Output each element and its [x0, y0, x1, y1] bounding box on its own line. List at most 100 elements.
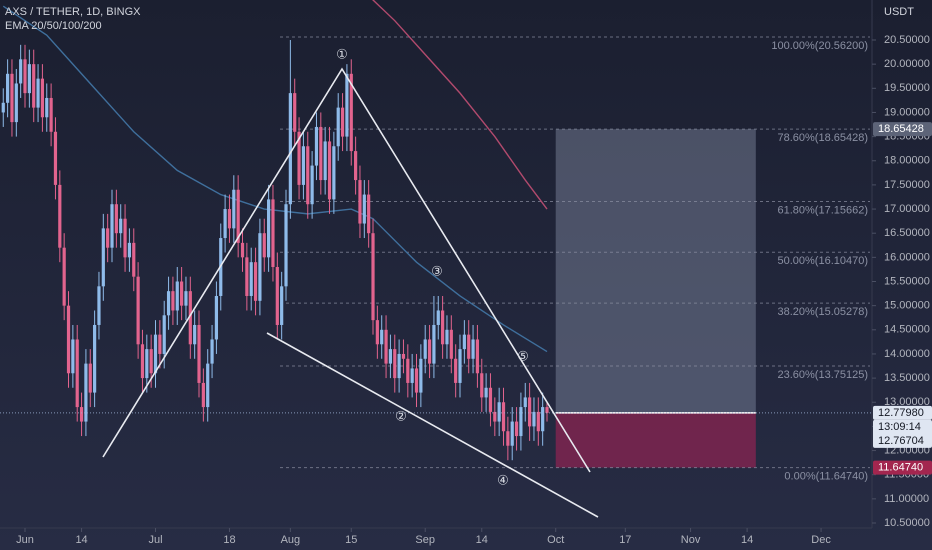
candle-body: [214, 295, 219, 340]
candle-body: [458, 349, 462, 383]
y-tick-label: 14.50000: [884, 324, 930, 336]
candle-body: [514, 421, 519, 437]
fib-label: 61.80%(17.15662): [777, 204, 868, 216]
candle-body: [345, 73, 349, 137]
trend-line: [102, 67, 591, 473]
candle-body: [267, 199, 271, 258]
fib-label: 23.60%(13.75125): [777, 369, 868, 381]
x-tick-label: Sep: [415, 534, 435, 546]
candle-body: [414, 368, 419, 393]
candle-body: [145, 349, 149, 379]
candle-body: [258, 233, 262, 301]
fib-label: 78.60%(18.65428): [777, 132, 868, 144]
x-tick-label: 14: [741, 534, 753, 546]
candle-body: [488, 387, 493, 412]
candle-body: [6, 73, 10, 103]
candle-body: [14, 83, 18, 123]
candle-body: [88, 363, 92, 393]
candle-body: [340, 107, 345, 137]
candle-body: [79, 407, 84, 422]
candle-body: [132, 242, 136, 277]
candle-body: [497, 402, 501, 422]
candle-body: [119, 218, 123, 234]
candle-body: [284, 204, 288, 287]
candle-body: [84, 363, 88, 422]
x-tick-label: Jul: [148, 534, 162, 546]
candle-body: [136, 276, 140, 345]
candle-body: [541, 407, 545, 432]
candle-body: [314, 126, 319, 166]
candle-body: [393, 349, 397, 379]
y-tick-label: 15.50000: [884, 275, 930, 287]
y-tick-label: 20.00000: [884, 58, 930, 70]
candle-body: [375, 320, 379, 345]
x-tick-label: Aug: [281, 534, 301, 546]
candle-body: [140, 344, 145, 379]
candle-body: [280, 286, 284, 325]
candle-body: [58, 184, 62, 248]
y-tick-label: 20.50000: [884, 34, 930, 46]
candle-body: [454, 358, 458, 383]
candle-body: [36, 78, 40, 108]
candle-body: [66, 305, 71, 374]
wedge-drawing: [102, 67, 599, 518]
candle-body: [401, 353, 406, 359]
fib-label: 100.00%(20.56200): [771, 40, 868, 52]
candle-body: [206, 363, 210, 408]
y-tick-label: 13.00000: [884, 396, 930, 408]
candle-body: [106, 228, 110, 248]
candle-body: [180, 281, 184, 306]
candle-body: [262, 233, 266, 258]
candle-body: [332, 146, 336, 200]
candle-body: [188, 291, 192, 345]
indicator-label: EMA 20/50/100/200: [5, 20, 102, 32]
candle-body: [462, 334, 466, 350]
candle-body: [306, 146, 310, 205]
candle-body: [123, 218, 127, 258]
candle-body: [301, 146, 306, 185]
candle-body: [1, 102, 5, 113]
candle-body: [349, 73, 353, 152]
candle-body: [245, 257, 249, 296]
candle-body: [110, 204, 114, 248]
x-tick-label: Jun: [16, 534, 34, 546]
candle-body: [419, 358, 423, 393]
candle-body: [210, 339, 214, 364]
candle-body: [288, 93, 292, 205]
fib-label: 0.00%(11.64740): [784, 470, 868, 482]
candle-body: [227, 209, 232, 229]
countdown-badge: [873, 419, 932, 448]
price-badge: [873, 460, 932, 475]
candle-body: [480, 373, 484, 398]
candle-body: [501, 402, 506, 432]
candle-body: [249, 262, 253, 296]
candle-body: [297, 131, 301, 185]
candle-body: [471, 339, 475, 359]
candle-body: [49, 97, 53, 132]
candle-body: [171, 291, 175, 311]
candle-body: [397, 353, 401, 379]
candle-body: [388, 349, 393, 364]
candle-body: [27, 64, 31, 94]
candle-body: [506, 431, 510, 446]
fib-label: 50.00%(16.10470): [777, 255, 868, 267]
candle-body: [253, 262, 258, 301]
x-tick-label: Oct: [547, 534, 564, 546]
candle-body: [536, 411, 540, 432]
candle-body: [441, 310, 445, 345]
candle-body: [149, 349, 153, 374]
y-tick-label: 18.00000: [884, 155, 930, 167]
candle-body: [271, 199, 275, 268]
wave-label: ②: [395, 408, 407, 423]
candle-body: [40, 78, 45, 118]
x-tick-label: 17: [619, 534, 631, 546]
y-tick-label: 11.00000: [884, 493, 929, 505]
candle-body: [336, 107, 340, 147]
candle-body: [197, 324, 201, 383]
candle-body: [19, 59, 23, 84]
candle-body: [232, 189, 236, 229]
candle-body: [475, 339, 480, 374]
